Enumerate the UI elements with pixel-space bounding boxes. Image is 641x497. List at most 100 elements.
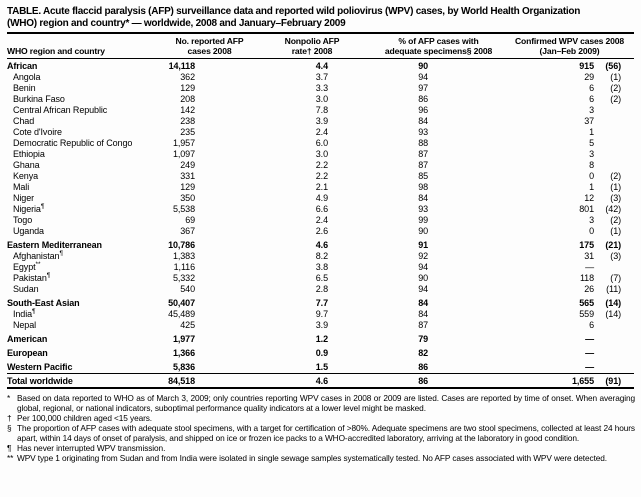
adequate-specimens-cell: 87 <box>418 320 428 331</box>
wpv-count-2009: (91) <box>605 376 621 387</box>
wpv-count-2009: (1) <box>610 226 621 237</box>
table-row: Ethiopia 1,097 3.0 87 3 <box>7 149 634 160</box>
footnote-marker: † <box>7 413 12 423</box>
afp-cases-cell: 142 <box>180 105 195 116</box>
region-country-label: Ethiopia <box>13 149 45 160</box>
afp-cases-cell: 350 <box>180 193 195 204</box>
nonpolio-rate-cell: 0.9 <box>315 348 328 359</box>
region-country-cell: Niger <box>7 193 167 204</box>
nonpolio-rate-cell: 3.0 <box>315 94 328 105</box>
region-country-label: Afghanistan <box>13 251 60 262</box>
adequate-specimens-cell: 79 <box>418 334 428 345</box>
afp-cases-cell: 367 <box>180 226 195 237</box>
adequate-specimens-cell: 84 <box>418 116 428 127</box>
region-country-cell: African <box>7 59 167 73</box>
table-row: Ghana 249 2.2 87 8 <box>7 160 634 171</box>
afp-cases-cell: 129 <box>180 83 195 94</box>
region-country-label: European <box>7 348 48 359</box>
adequate-specimens-cell: 94 <box>418 72 428 83</box>
table-row: Nepal 425 3.9 87 6 <box>7 320 634 331</box>
wpv-count: 37 <box>584 116 594 127</box>
region-country-cell: Central African Republic <box>7 105 167 116</box>
table-row: Western Pacific 5,836 1.5 86 — <box>7 359 634 374</box>
wpv-cases-cell: 37 <box>505 116 634 127</box>
region-country-label: Sudan <box>13 284 39 295</box>
adequate-specimens-cell: 84 <box>418 309 428 320</box>
wpv-count-2009 <box>594 334 621 345</box>
wpv-count-2009 <box>594 138 621 149</box>
table-row: Total worldwide 84,518 4.6 86 1,655 (91) <box>7 373 634 389</box>
wpv-cases-cell: 6 (2) <box>505 83 634 94</box>
footnote: ** WPV type 1 originating from Sudan and… <box>7 453 635 464</box>
nonpolio-rate-cell: 4.9 <box>315 193 328 204</box>
nonpolio-rate-cell: 7.8 <box>315 105 328 116</box>
region-country-label: Benin <box>13 83 36 94</box>
wpv-cases-cell: 31 (3) <box>505 251 634 262</box>
wpv-count-2009: (1) <box>610 182 621 193</box>
region-country-cell: South-East Asian <box>7 295 167 309</box>
table-row: Sudan 540 2.8 94 26 (11) <box>7 284 634 295</box>
adequate-specimens-cell: 90 <box>418 226 428 237</box>
wpv-count-2009: (56) <box>605 61 621 72</box>
region-country-label: Uganda <box>13 226 44 237</box>
footnote: † Per 100,000 children aged <15 years. <box>7 413 635 424</box>
region-country-cell: Togo <box>7 215 167 226</box>
wpv-cases-cell: 915 (56) <box>505 59 634 73</box>
adequate-specimens-cell: 85 <box>418 171 428 182</box>
wpv-count: 3 <box>589 149 594 160</box>
afp-cases-cell: 45,489 <box>168 309 195 320</box>
region-country-cell: Uganda <box>7 226 167 237</box>
footnote-text: The proportion of AFP cases with adequat… <box>17 422 635 443</box>
region-country-cell: Chad <box>7 116 167 127</box>
wpv-count: 1 <box>589 127 594 138</box>
adequate-specimens-cell: 92 <box>418 251 428 262</box>
wpv-cases-cell: 1 <box>505 127 634 138</box>
wpv-cases-cell: 1 (1) <box>505 182 634 193</box>
nonpolio-rate-cell: 6.0 <box>315 138 328 149</box>
wpv-count: 0 <box>589 226 594 237</box>
table-row: Burkina Faso 208 3.0 86 6 (2) <box>7 94 634 105</box>
adequate-specimens-cell: 87 <box>418 160 428 171</box>
wpv-cases-cell: 8 <box>505 160 634 171</box>
wpv-count: 0 <box>589 171 594 182</box>
wpv-count: 12 <box>584 193 594 204</box>
afp-cases-cell: 1,977 <box>172 334 195 345</box>
afp-cases-cell: 540 <box>180 284 195 295</box>
wpv-cases-cell: 801 (42) <box>505 204 634 215</box>
afp-cases-cell: 5,836 <box>172 362 195 373</box>
table-row: Angola 362 3.7 94 29 (1) <box>7 72 634 83</box>
nonpolio-rate-cell: 2.2 <box>315 171 328 182</box>
wpv-count: — <box>585 348 594 359</box>
footnote-text: Per 100,000 children aged <15 years. <box>17 413 153 423</box>
wpv-count-2009 <box>594 149 621 160</box>
adequate-specimens-cell: 90 <box>418 61 428 72</box>
afp-cases-cell: 1,366 <box>172 348 195 359</box>
wpv-count-2009: (21) <box>605 240 621 251</box>
footnote: ¶ Has never interrupted WPV transmission… <box>7 443 635 454</box>
table-row: Cote d'Ivoire 235 2.4 93 1 <box>7 127 634 138</box>
afp-cases-cell: 129 <box>180 182 195 193</box>
wpv-count: 6 <box>589 320 594 331</box>
col-header-region-country: WHO region and country <box>7 33 167 60</box>
wpv-count: 3 <box>589 215 594 226</box>
wpv-cases-cell: — <box>505 359 634 374</box>
region-country-cell: American <box>7 331 167 345</box>
footnote-marker-sup: ¶ <box>46 272 51 280</box>
wpv-count: 801 <box>579 204 594 215</box>
nonpolio-rate-cell: 3.3 <box>315 83 328 94</box>
col-header-nonpolio-rate: Nonpolio AFP rate† 2008 <box>252 33 372 60</box>
wpv-count-2009: (14) <box>605 298 621 309</box>
afp-surveillance-table: WHO region and country No. reported AFP … <box>7 32 634 390</box>
wpv-count: 1,655 <box>571 376 594 387</box>
wpv-cases-cell: 3 (2) <box>505 215 634 226</box>
wpv-cases-cell: 565 (14) <box>505 295 634 309</box>
afp-cases-cell: 331 <box>180 171 195 182</box>
region-country-label: Western Pacific <box>7 362 73 373</box>
adequate-specimens-cell: 97 <box>418 83 428 94</box>
wpv-count: 565 <box>579 298 594 309</box>
wpv-count: 1 <box>589 182 594 193</box>
footnote-marker: * <box>7 393 11 404</box>
adequate-specimens-cell: 91 <box>418 240 428 251</box>
wpv-count: — <box>585 262 594 273</box>
wpv-count-2009: (3) <box>610 193 621 204</box>
